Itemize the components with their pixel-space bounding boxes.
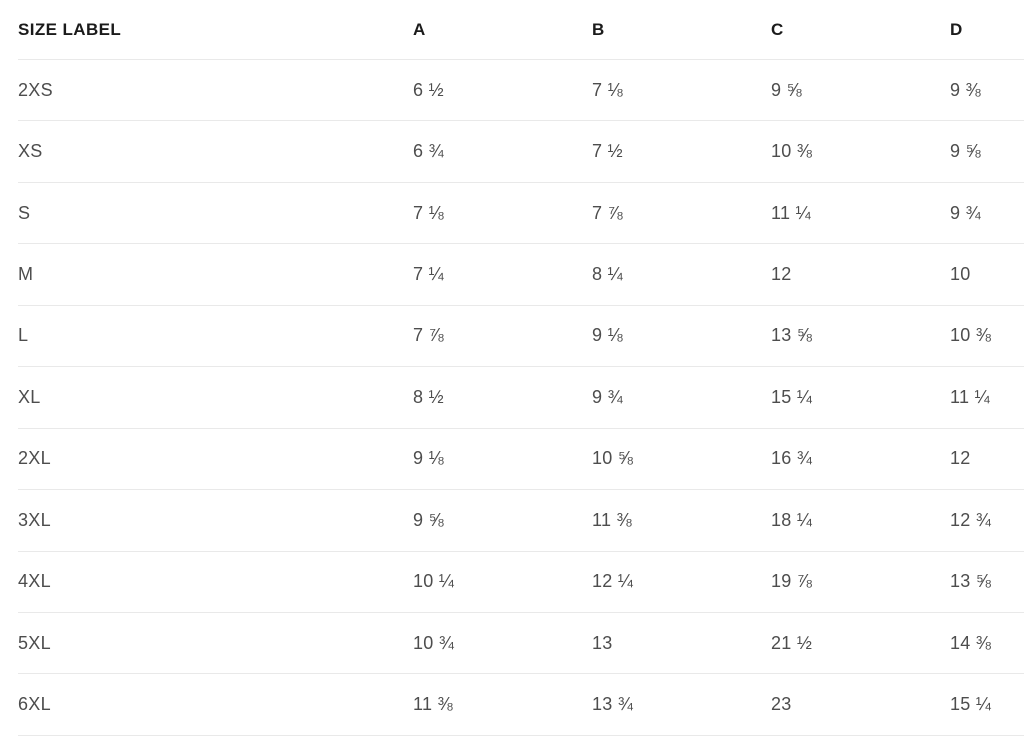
table-header-row: SIZE LABEL A B C D: [18, 0, 1024, 60]
measurement-cell-c: 18 ¼: [771, 509, 813, 530]
size-label-cell: 2XS: [18, 79, 53, 100]
measurement-cell-d: 12: [950, 448, 971, 469]
column-header-size-label: SIZE LABEL: [18, 19, 122, 39]
measurement-cell-d: 10: [950, 264, 971, 285]
column-header-a: A: [413, 19, 426, 39]
size-label-cell: 6XL: [18, 694, 51, 715]
measurement-cell-b: 13 ¾: [592, 694, 634, 715]
measurement-cell-d: 11 ¼: [950, 386, 990, 407]
measurement-cell-c: 15 ¼: [771, 386, 813, 407]
measurement-cell-a: 7 ¼: [413, 264, 444, 285]
table-row-xs: XS 6 ¾ 7 ½ 10 ⅜ 9 ⅝: [18, 121, 1024, 183]
measurement-cell-d: 14 ⅜: [950, 632, 992, 653]
column-header-c: C: [771, 19, 784, 39]
measurement-cell-b: 7 ½: [592, 141, 623, 162]
measurement-cell-d: 15 ¼: [950, 694, 992, 715]
size-label-cell: 4XL: [18, 571, 51, 592]
size-label-cell: XL: [18, 386, 41, 407]
measurement-cell-c: 11 ¼: [771, 202, 811, 223]
column-header-d: D: [950, 19, 963, 39]
measurement-cell-c: 10 ⅜: [771, 141, 813, 162]
measurement-cell-c: 23: [771, 694, 792, 715]
measurement-cell-d: 13 ⅝: [950, 571, 992, 592]
measurement-cell-c: 19 ⅞: [771, 571, 813, 592]
measurement-cell-b: 7 ⅞: [592, 202, 623, 223]
size-label-cell: M: [18, 264, 34, 285]
table-row-3xl: 3XL 9 ⅝ 11 ⅜ 18 ¼ 12 ¾: [18, 490, 1024, 552]
measurement-cell-a: 8 ½: [413, 386, 444, 407]
table-row-6xl: 6XL 11 ⅜ 13 ¾ 23 15 ¼: [18, 674, 1024, 736]
size-chart-table: SIZE LABEL A B C D 2XS 6 ½ 7 ⅛ 9 ⅝ 9 ⅜ X…: [18, 0, 1024, 736]
measurement-cell-b: 10 ⅝: [592, 448, 634, 469]
size-label-cell: 3XL: [18, 509, 51, 530]
measurement-cell-b: 11 ⅜: [592, 509, 632, 530]
table-row-4xl: 4XL 10 ¼ 12 ¼ 19 ⅞ 13 ⅝: [18, 552, 1024, 613]
measurement-cell-a: 10 ¼: [413, 571, 455, 592]
measurement-cell-d: 9 ¾: [950, 202, 981, 223]
measurement-cell-a: 7 ⅛: [413, 202, 444, 223]
measurement-cell-d: 9 ⅝: [950, 141, 981, 162]
measurement-cell-d: 10 ⅜: [950, 325, 992, 346]
size-label-cell: 5XL: [18, 632, 51, 653]
measurement-cell-a: 10 ¾: [413, 632, 455, 653]
size-label-cell: S: [18, 202, 31, 223]
measurement-cell-c: 16 ¾: [771, 448, 813, 469]
measurement-cell-b: 9 ¾: [592, 386, 623, 407]
table-row-s: S 7 ⅛ 7 ⅞ 11 ¼ 9 ¾: [18, 183, 1024, 245]
size-label-cell: XS: [18, 141, 43, 162]
column-header-b: B: [592, 19, 605, 39]
measurement-cell-c: 12: [771, 264, 792, 285]
measurement-cell-b: 8 ¼: [592, 264, 623, 285]
table-row-5xl: 5XL 10 ¾ 13 21 ½ 14 ⅜: [18, 613, 1024, 675]
measurement-cell-b: 12 ¼: [592, 571, 634, 592]
measurement-cell-a: 6 ¾: [413, 141, 444, 162]
measurement-cell-d: 12 ¾: [950, 509, 992, 530]
measurement-cell-b: 7 ⅛: [592, 79, 623, 100]
measurement-cell-a: 9 ⅝: [413, 509, 444, 530]
table-row-m: M 7 ¼ 8 ¼ 12 10: [18, 244, 1024, 306]
measurement-cell-b: 9 ⅛: [592, 325, 623, 346]
measurement-cell-d: 9 ⅜: [950, 79, 981, 100]
measurement-cell-b: 13: [592, 632, 613, 653]
measurement-cell-a: 11 ⅜: [413, 694, 453, 715]
measurement-cell-c: 9 ⅝: [771, 79, 802, 100]
size-label-cell: L: [18, 325, 29, 346]
size-label-cell: 2XL: [18, 448, 51, 469]
measurement-cell-a: 6 ½: [413, 79, 444, 100]
table-row-l: L 7 ⅞ 9 ⅛ 13 ⅝ 10 ⅜: [18, 306, 1024, 368]
measurement-cell-c: 21 ½: [771, 632, 813, 653]
table-row-2xs: 2XS 6 ½ 7 ⅛ 9 ⅝ 9 ⅜: [18, 60, 1024, 122]
table-row-2xl: 2XL 9 ⅛ 10 ⅝ 16 ¾ 12: [18, 429, 1024, 491]
table-row-xl: XL 8 ½ 9 ¾ 15 ¼ 11 ¼: [18, 367, 1024, 429]
measurement-cell-a: 7 ⅞: [413, 325, 444, 346]
measurement-cell-a: 9 ⅛: [413, 448, 444, 469]
measurement-cell-c: 13 ⅝: [771, 325, 813, 346]
